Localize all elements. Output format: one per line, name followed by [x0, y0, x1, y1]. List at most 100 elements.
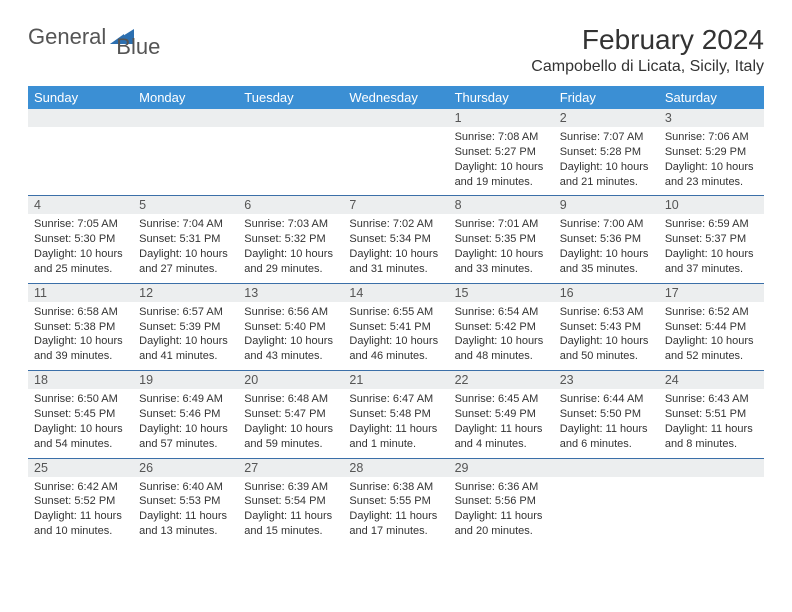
sunrise-text: Sunrise: 6:55 AM — [349, 305, 442, 320]
day-content: Sunrise: 6:52 AMSunset: 5:44 PMDaylight:… — [659, 302, 764, 370]
calendar-week-row: 18Sunrise: 6:50 AMSunset: 5:45 PMDayligh… — [28, 371, 764, 458]
day-content: Sunrise: 7:07 AMSunset: 5:28 PMDaylight:… — [554, 127, 659, 195]
day-content: Sunrise: 6:48 AMSunset: 5:47 PMDaylight:… — [238, 389, 343, 457]
sunrise-text: Sunrise: 6:53 AM — [560, 305, 653, 320]
day-content: Sunrise: 6:38 AMSunset: 5:55 PMDaylight:… — [343, 477, 448, 545]
day-content: Sunrise: 6:49 AMSunset: 5:46 PMDaylight:… — [133, 389, 238, 457]
day-number-empty — [554, 459, 659, 477]
calendar-day-cell: 5Sunrise: 7:04 AMSunset: 5:31 PMDaylight… — [133, 196, 238, 283]
daylight-text: Daylight: 10 hours and 21 minutes. — [560, 160, 653, 190]
daylight-text: Daylight: 10 hours and 23 minutes. — [665, 160, 758, 190]
sunset-text: Sunset: 5:36 PM — [560, 232, 653, 247]
sunset-text: Sunset: 5:42 PM — [455, 320, 548, 335]
calendar-day-cell: 1Sunrise: 7:08 AMSunset: 5:27 PMDaylight… — [449, 109, 554, 196]
sunrise-text: Sunrise: 6:52 AM — [665, 305, 758, 320]
sunrise-text: Sunrise: 6:54 AM — [455, 305, 548, 320]
sunrise-text: Sunrise: 6:42 AM — [34, 480, 127, 495]
calendar-day-cell — [238, 109, 343, 196]
weekday-header: Thursday — [449, 86, 554, 109]
calendar-day-cell: 17Sunrise: 6:52 AMSunset: 5:44 PMDayligh… — [659, 283, 764, 370]
calendar-table: Sunday Monday Tuesday Wednesday Thursday… — [28, 86, 764, 545]
day-number: 18 — [28, 371, 133, 389]
sunrise-text: Sunrise: 6:45 AM — [455, 392, 548, 407]
weekday-header: Wednesday — [343, 86, 448, 109]
sunset-text: Sunset: 5:40 PM — [244, 320, 337, 335]
daylight-text: Daylight: 10 hours and 48 minutes. — [455, 334, 548, 364]
daylight-text: Daylight: 10 hours and 33 minutes. — [455, 247, 548, 277]
calendar-day-cell — [133, 109, 238, 196]
calendar-day-cell: 10Sunrise: 6:59 AMSunset: 5:37 PMDayligh… — [659, 196, 764, 283]
sunrise-text: Sunrise: 7:00 AM — [560, 217, 653, 232]
sunset-text: Sunset: 5:52 PM — [34, 494, 127, 509]
calendar-week-row: 4Sunrise: 7:05 AMSunset: 5:30 PMDaylight… — [28, 196, 764, 283]
calendar-week-row: 11Sunrise: 6:58 AMSunset: 5:38 PMDayligh… — [28, 283, 764, 370]
calendar-week-row: 25Sunrise: 6:42 AMSunset: 5:52 PMDayligh… — [28, 458, 764, 545]
sunrise-text: Sunrise: 6:36 AM — [455, 480, 548, 495]
sunrise-text: Sunrise: 7:02 AM — [349, 217, 442, 232]
day-content: Sunrise: 7:03 AMSunset: 5:32 PMDaylight:… — [238, 214, 343, 282]
daylight-text: Daylight: 11 hours and 10 minutes. — [34, 509, 127, 539]
day-number: 1 — [449, 109, 554, 127]
day-content: Sunrise: 6:36 AMSunset: 5:56 PMDaylight:… — [449, 477, 554, 545]
day-content: Sunrise: 6:43 AMSunset: 5:51 PMDaylight:… — [659, 389, 764, 457]
sunrise-text: Sunrise: 6:38 AM — [349, 480, 442, 495]
sunrise-text: Sunrise: 7:04 AM — [139, 217, 232, 232]
calendar-day-cell: 4Sunrise: 7:05 AMSunset: 5:30 PMDaylight… — [28, 196, 133, 283]
sunset-text: Sunset: 5:46 PM — [139, 407, 232, 422]
day-content: Sunrise: 6:42 AMSunset: 5:52 PMDaylight:… — [28, 477, 133, 545]
calendar-week-row: 1Sunrise: 7:08 AMSunset: 5:27 PMDaylight… — [28, 109, 764, 196]
calendar-day-cell: 20Sunrise: 6:48 AMSunset: 5:47 PMDayligh… — [238, 371, 343, 458]
calendar-day-cell: 19Sunrise: 6:49 AMSunset: 5:46 PMDayligh… — [133, 371, 238, 458]
calendar-day-cell: 14Sunrise: 6:55 AMSunset: 5:41 PMDayligh… — [343, 283, 448, 370]
day-number-empty — [133, 109, 238, 127]
sunset-text: Sunset: 5:35 PM — [455, 232, 548, 247]
daylight-text: Daylight: 10 hours and 31 minutes. — [349, 247, 442, 277]
day-number: 5 — [133, 196, 238, 214]
title-block: February 2024 Campobello di Licata, Sici… — [531, 24, 764, 76]
day-content: Sunrise: 6:59 AMSunset: 5:37 PMDaylight:… — [659, 214, 764, 282]
day-number: 4 — [28, 196, 133, 214]
day-number: 12 — [133, 284, 238, 302]
sunset-text: Sunset: 5:30 PM — [34, 232, 127, 247]
daylight-text: Daylight: 10 hours and 25 minutes. — [34, 247, 127, 277]
day-number: 28 — [343, 459, 448, 477]
day-content: Sunrise: 7:05 AMSunset: 5:30 PMDaylight:… — [28, 214, 133, 282]
daylight-text: Daylight: 10 hours and 19 minutes. — [455, 160, 548, 190]
day-number: 11 — [28, 284, 133, 302]
logo-text-general: General — [28, 24, 106, 50]
day-content: Sunrise: 6:53 AMSunset: 5:43 PMDaylight:… — [554, 302, 659, 370]
sunset-text: Sunset: 5:47 PM — [244, 407, 337, 422]
day-number-empty — [28, 109, 133, 127]
day-content: Sunrise: 6:40 AMSunset: 5:53 PMDaylight:… — [133, 477, 238, 545]
calendar-day-cell: 29Sunrise: 6:36 AMSunset: 5:56 PMDayligh… — [449, 458, 554, 545]
weekday-header: Saturday — [659, 86, 764, 109]
day-number: 17 — [659, 284, 764, 302]
calendar-day-cell — [554, 458, 659, 545]
day-content: Sunrise: 7:00 AMSunset: 5:36 PMDaylight:… — [554, 214, 659, 282]
day-content: Sunrise: 6:55 AMSunset: 5:41 PMDaylight:… — [343, 302, 448, 370]
daylight-text: Daylight: 10 hours and 54 minutes. — [34, 422, 127, 452]
day-number: 15 — [449, 284, 554, 302]
sunset-text: Sunset: 5:32 PM — [244, 232, 337, 247]
calendar-day-cell: 12Sunrise: 6:57 AMSunset: 5:39 PMDayligh… — [133, 283, 238, 370]
calendar-day-cell: 13Sunrise: 6:56 AMSunset: 5:40 PMDayligh… — [238, 283, 343, 370]
daylight-text: Daylight: 10 hours and 39 minutes. — [34, 334, 127, 364]
daylight-text: Daylight: 11 hours and 6 minutes. — [560, 422, 653, 452]
day-number: 29 — [449, 459, 554, 477]
sunrise-text: Sunrise: 6:49 AM — [139, 392, 232, 407]
sunrise-text: Sunrise: 6:56 AM — [244, 305, 337, 320]
daylight-text: Daylight: 10 hours and 46 minutes. — [349, 334, 442, 364]
calendar-day-cell: 11Sunrise: 6:58 AMSunset: 5:38 PMDayligh… — [28, 283, 133, 370]
daylight-text: Daylight: 10 hours and 35 minutes. — [560, 247, 653, 277]
day-content: Sunrise: 6:39 AMSunset: 5:54 PMDaylight:… — [238, 477, 343, 545]
sunset-text: Sunset: 5:43 PM — [560, 320, 653, 335]
calendar-day-cell — [659, 458, 764, 545]
daylight-text: Daylight: 11 hours and 15 minutes. — [244, 509, 337, 539]
sunrise-text: Sunrise: 6:44 AM — [560, 392, 653, 407]
day-number: 8 — [449, 196, 554, 214]
day-number: 2 — [554, 109, 659, 127]
calendar-day-cell: 18Sunrise: 6:50 AMSunset: 5:45 PMDayligh… — [28, 371, 133, 458]
location: Campobello di Licata, Sicily, Italy — [531, 58, 764, 76]
day-content: Sunrise: 6:44 AMSunset: 5:50 PMDaylight:… — [554, 389, 659, 457]
sunrise-text: Sunrise: 7:03 AM — [244, 217, 337, 232]
